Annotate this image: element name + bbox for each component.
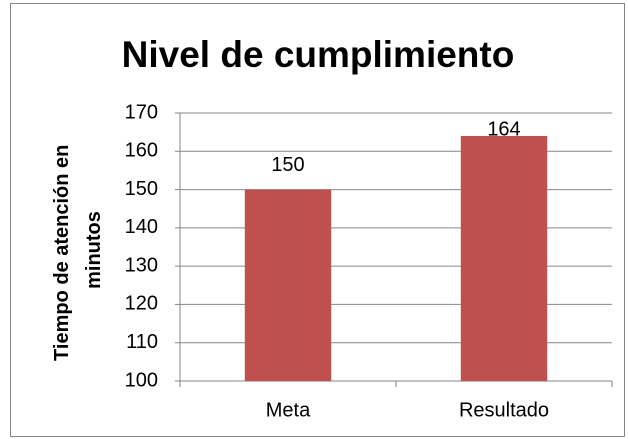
chart-title: Nivel de cumplimiento [122,34,515,75]
x-tick-label: Meta [266,399,311,421]
y-tick-label: 170 [125,101,158,123]
y-tick-label: 150 [125,178,158,200]
y-axis-label: Tiempo de atención en minutos [51,139,105,361]
y-tick-label: 120 [125,293,158,315]
data-label: 164 [487,118,520,140]
y-tick-label: 110 [126,331,158,353]
bar [460,135,548,381]
data-label: 150 [271,154,304,176]
y-tick-label: 140 [125,216,158,238]
bar [244,189,332,381]
y-tick-label: 100 [125,369,158,391]
x-tick-label: Resultado [459,399,549,421]
y-tick-label: 160 [125,140,158,162]
y-tick-label: 130 [125,254,158,276]
